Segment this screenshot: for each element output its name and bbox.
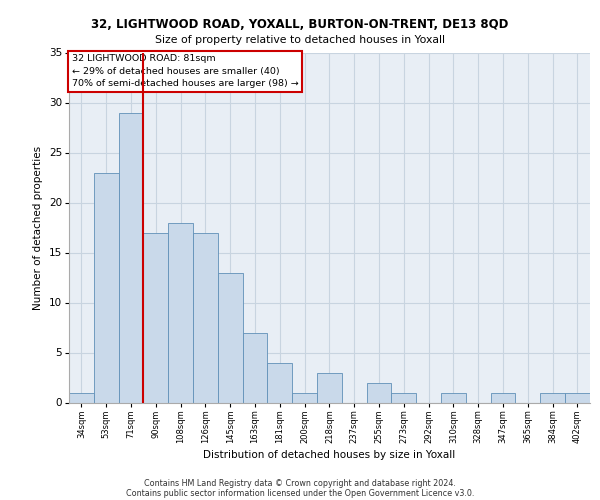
Bar bbox=[69, 392, 94, 402]
Text: 32 LIGHTWOOD ROAD: 81sqm
← 29% of detached houses are smaller (40)
70% of semi-d: 32 LIGHTWOOD ROAD: 81sqm ← 29% of detach… bbox=[71, 54, 298, 88]
Bar bbox=[242, 332, 268, 402]
Text: Contains HM Land Registry data © Crown copyright and database right 2024.: Contains HM Land Registry data © Crown c… bbox=[144, 478, 456, 488]
Bar bbox=[218, 272, 242, 402]
Bar bbox=[168, 222, 193, 402]
Text: Size of property relative to detached houses in Yoxall: Size of property relative to detached ho… bbox=[155, 35, 445, 45]
Bar bbox=[391, 392, 416, 402]
Y-axis label: Number of detached properties: Number of detached properties bbox=[33, 146, 43, 310]
Bar bbox=[119, 112, 143, 403]
Bar bbox=[193, 232, 218, 402]
Bar bbox=[94, 172, 119, 402]
Bar bbox=[143, 232, 168, 402]
Bar bbox=[491, 392, 515, 402]
Bar bbox=[317, 372, 342, 402]
Text: 32, LIGHTWOOD ROAD, YOXALL, BURTON-ON-TRENT, DE13 8QD: 32, LIGHTWOOD ROAD, YOXALL, BURTON-ON-TR… bbox=[91, 18, 509, 30]
Bar bbox=[367, 382, 391, 402]
X-axis label: Distribution of detached houses by size in Yoxall: Distribution of detached houses by size … bbox=[203, 450, 455, 460]
Text: Contains public sector information licensed under the Open Government Licence v3: Contains public sector information licen… bbox=[126, 488, 474, 498]
Bar bbox=[565, 392, 590, 402]
Bar bbox=[268, 362, 292, 403]
Bar bbox=[292, 392, 317, 402]
Bar bbox=[441, 392, 466, 402]
Bar bbox=[540, 392, 565, 402]
